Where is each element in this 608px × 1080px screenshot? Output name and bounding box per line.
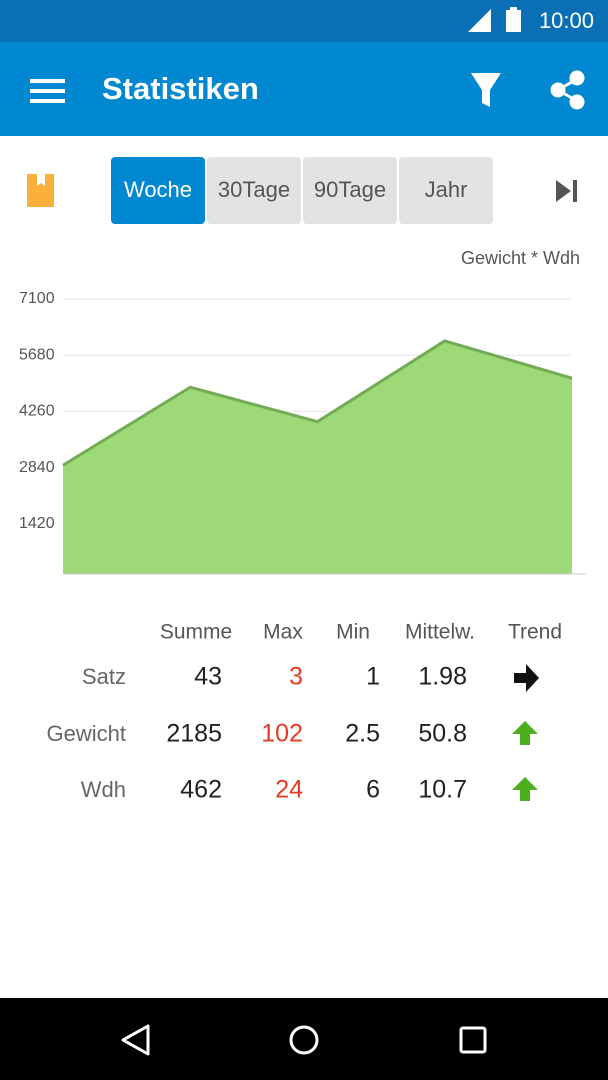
cell: 462 [180, 776, 222, 804]
tab[interactable] [303, 157, 397, 224]
cell: 102 [261, 720, 303, 748]
recents-button[interactable] [459, 1026, 487, 1054]
cell: 24 [275, 776, 303, 804]
tab[interactable] [399, 157, 493, 224]
column-header: Mittelw. [405, 621, 475, 644]
y-tick-label: 7100 [19, 290, 55, 307]
tab-label: 90Tage [314, 177, 386, 202]
y-tick-label: 4260 [19, 403, 55, 420]
row-label: Gewicht [47, 721, 126, 746]
trend-up-icon [512, 721, 538, 745]
tab[interactable] [111, 157, 205, 224]
share-button[interactable] [550, 70, 585, 110]
row-label: Wdh [81, 777, 126, 802]
stats-table: Summe Max Min Mittelw. Trend Satz 43 3 1… [47, 621, 563, 804]
app-title: Statistiken [102, 71, 259, 106]
tab[interactable] [207, 157, 301, 224]
navigation-bar [0, 998, 608, 1080]
app-bar [0, 42, 608, 136]
cell: 2185 [166, 720, 222, 748]
clock: 10:00 [539, 8, 594, 33]
bookmark-button[interactable] [27, 174, 54, 207]
menu-button[interactable] [30, 79, 65, 103]
cell: 43 [194, 663, 222, 691]
y-tick-label: 2840 [19, 459, 55, 476]
tab-group: Woche 30Tage 90Tage Jahr [111, 157, 493, 224]
y-tick-label: 5680 [19, 346, 55, 363]
cell: 6 [366, 776, 380, 804]
area [63, 340, 572, 574]
skip-next-button[interactable] [556, 180, 577, 202]
y-tick-label: 1420 [19, 515, 55, 532]
cell: 3 [289, 663, 303, 691]
area-line [62, 339, 573, 467]
column-header: Trend [508, 621, 562, 644]
tab-label: Woche [124, 177, 192, 202]
cell: 1 [366, 663, 380, 691]
column-header: Summe [160, 621, 232, 644]
tab-label: 30Tage [218, 177, 290, 202]
column-header: Max [263, 621, 303, 644]
cell: 1.98 [418, 663, 467, 691]
row-label: Satz [82, 664, 126, 689]
y-axis-label: Gewicht * Wdh [461, 248, 580, 268]
column-header: Min [336, 621, 370, 644]
cell: 50.8 [418, 720, 467, 748]
tab-label: Jahr [425, 177, 468, 202]
battery-tip [510, 7, 517, 11]
chart: 1420 2840 4260 5680 7100 [19, 290, 586, 575]
home-button[interactable] [289, 1025, 319, 1055]
trend-right-icon [514, 664, 539, 692]
trend-up-icon [512, 777, 538, 801]
cell: 2.5 [345, 720, 380, 748]
filter-button[interactable] [471, 73, 501, 107]
cell: 10.7 [418, 776, 467, 804]
battery-icon [506, 10, 521, 32]
signal-icon [468, 9, 491, 32]
back-button[interactable] [121, 1024, 150, 1056]
